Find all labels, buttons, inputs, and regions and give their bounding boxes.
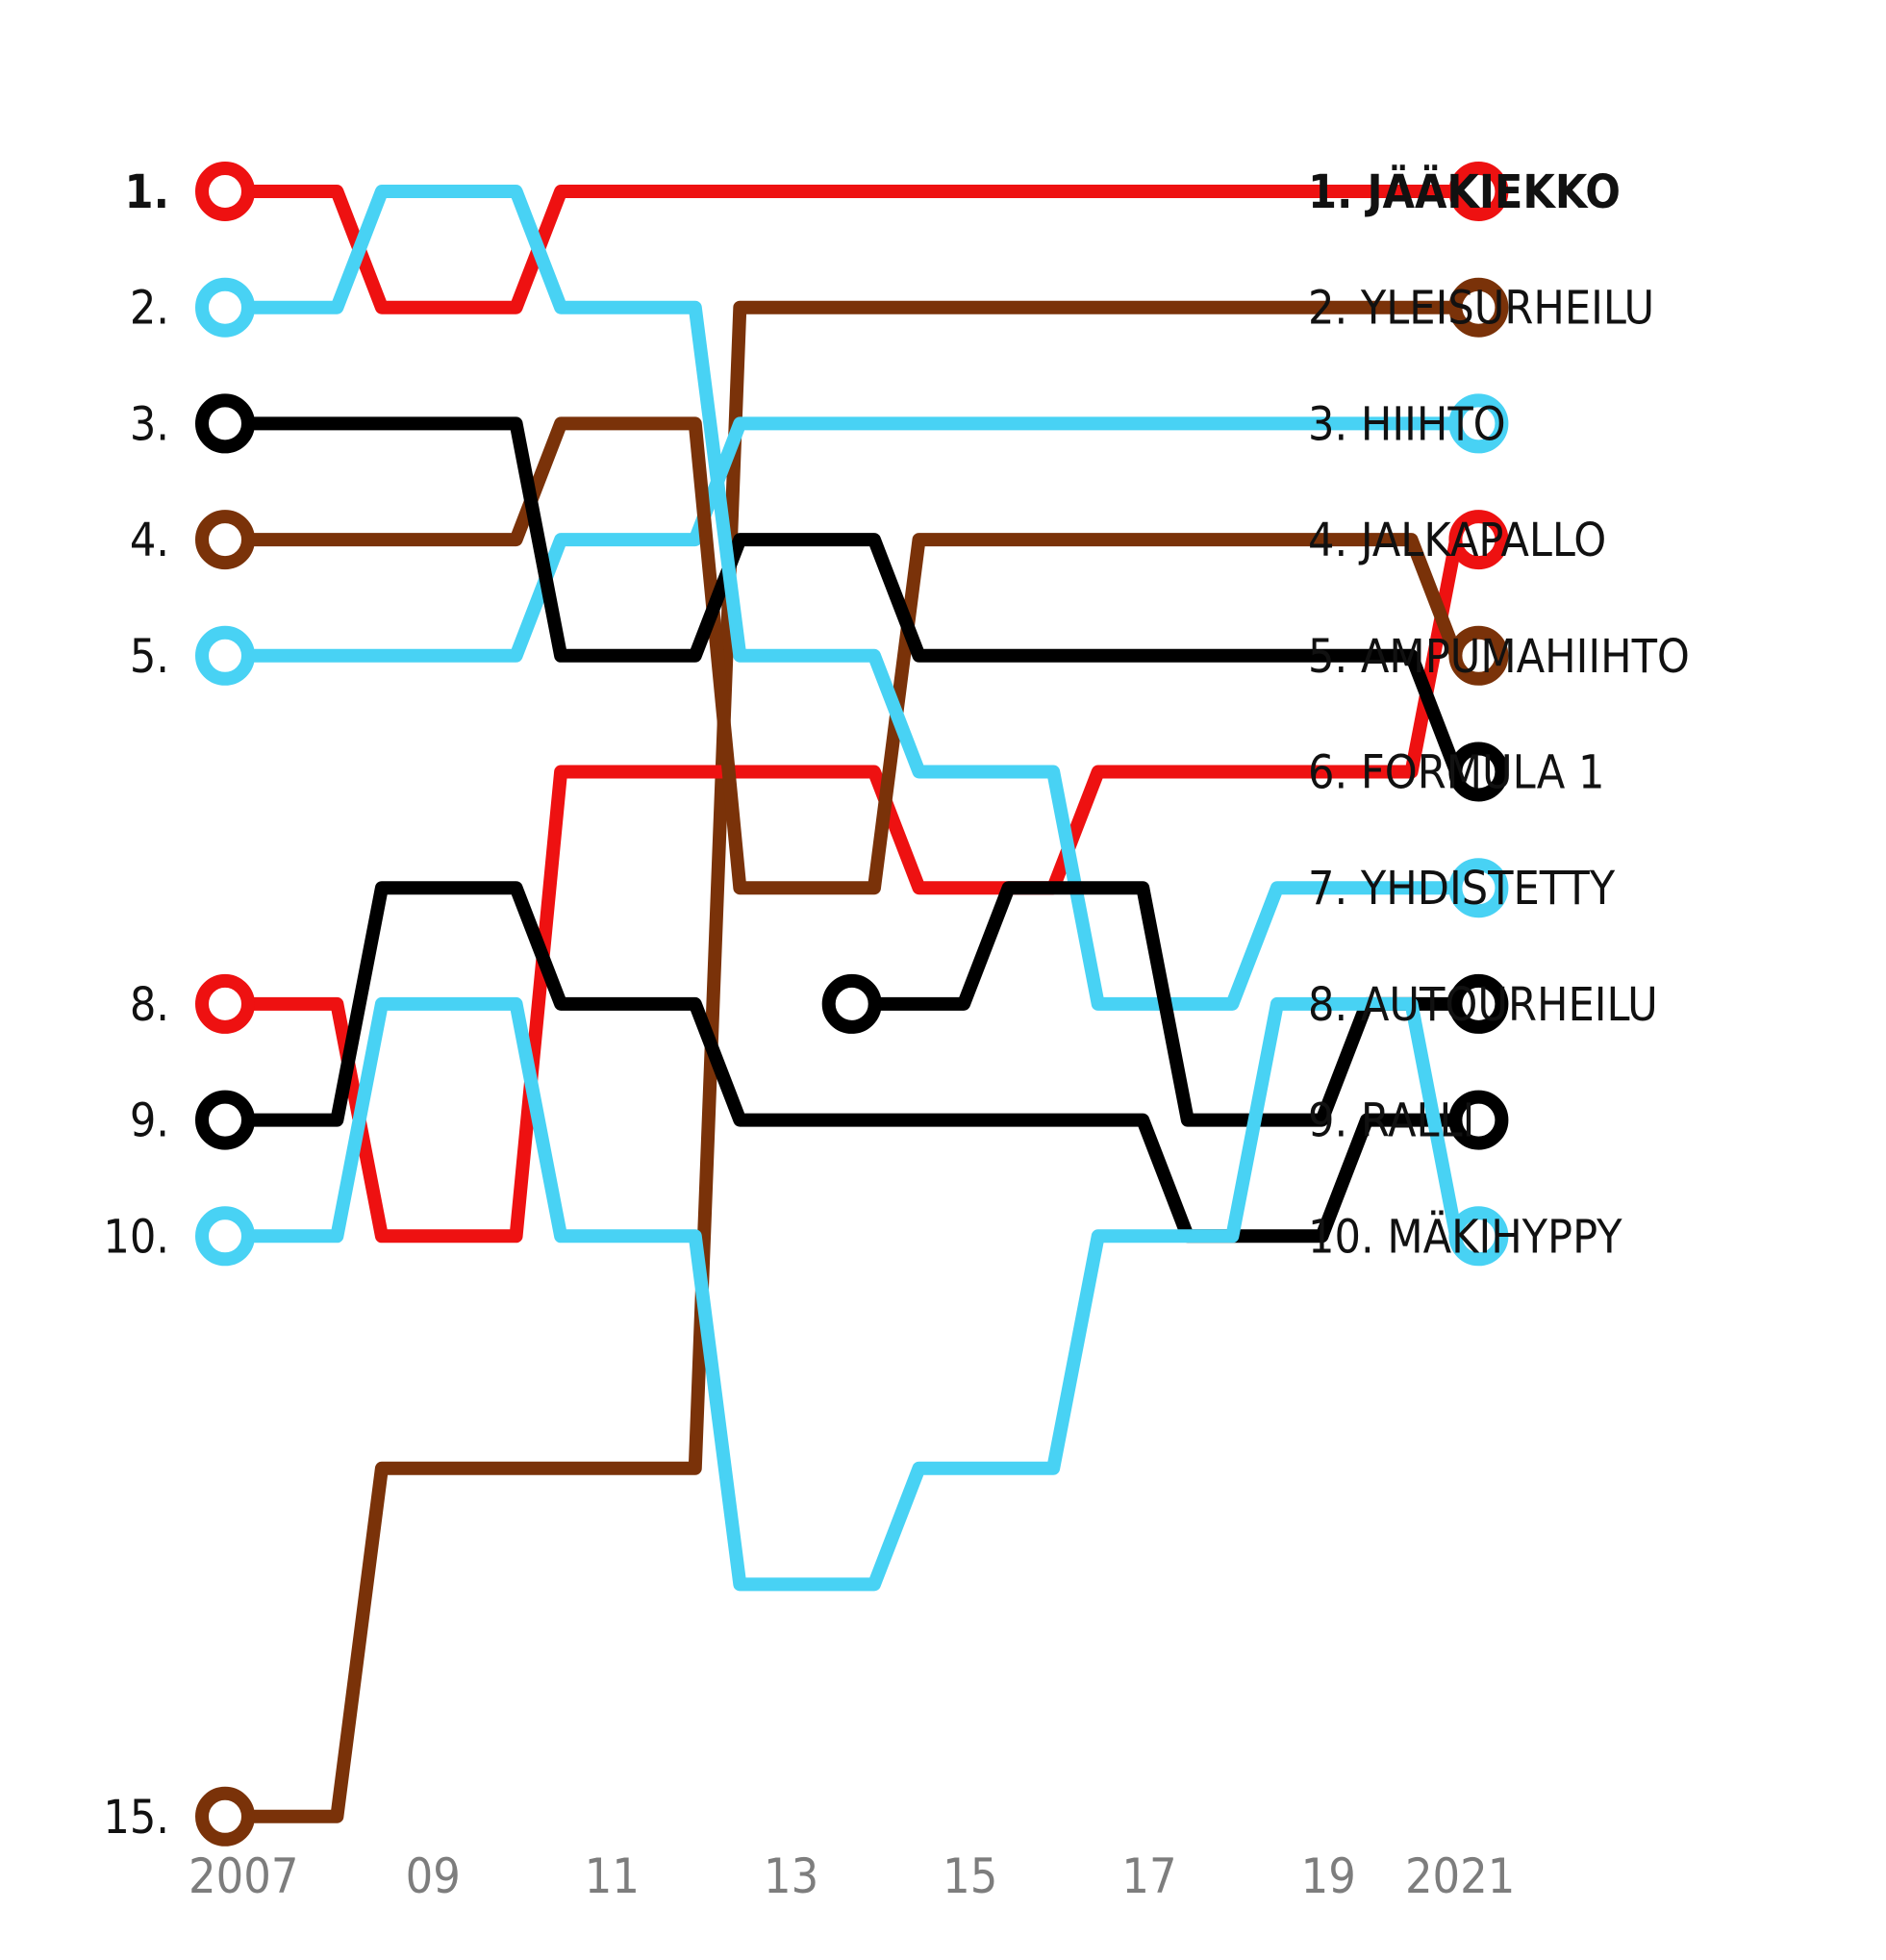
marker-start-hiihto	[195, 625, 255, 686]
x-tick-label-19: 19	[1301, 1848, 1356, 1904]
x-tick-label-11: 11	[585, 1848, 640, 1904]
x-tick-label-15: 15	[943, 1848, 997, 1904]
end-label-makihyppy: 10. MÄKIHYPPY	[1308, 1210, 1622, 1264]
end-label-jaakiekko: 1. JÄÄKIEKKO	[1308, 164, 1621, 219]
rank-label-8: 8.	[130, 978, 169, 1032]
series-markers	[195, 162, 1509, 1847]
x-tick-label-2007: 2007	[189, 1848, 298, 1904]
end-label-yhdistetty: 7. YHDISTETTY	[1308, 862, 1616, 916]
end-label-ralli: 9. RALLI	[1308, 1094, 1474, 1148]
marker-end-ralli	[1448, 1090, 1509, 1150]
series-end-labels: 1. JÄÄKIEKKO 2. YLEISURHEILU 3. HIIHTO 4. J…	[1308, 164, 1690, 1264]
x-tick-label-13: 13	[764, 1848, 818, 1904]
rank-label-3: 3.	[130, 397, 169, 451]
series-line-jalkapallo	[218, 533, 1486, 1244]
marker-start-ampumahiihto	[195, 510, 255, 570]
series-line-yhdistetty	[218, 185, 1486, 1011]
marker-end-makihyppy	[1448, 1206, 1509, 1267]
rank-label-2: 2.	[130, 282, 169, 336]
marker-end-jalkapallo	[1448, 510, 1509, 570]
series-line-ampumahiihto	[218, 416, 1486, 895]
marker-start-yhdistetty	[195, 277, 255, 338]
end-label-jalkapallo: 4. JALKAPALLO	[1308, 514, 1606, 567]
marker-end-formula-1	[1448, 741, 1509, 802]
marker-start-autourheilu	[821, 973, 882, 1034]
series-lines	[218, 185, 1486, 1823]
rank-label-15: 15.	[103, 1791, 169, 1845]
rank-label-1: 1.	[125, 165, 169, 219]
marker-end-autourheilu	[1448, 973, 1509, 1034]
series-line-jaakiekko	[218, 185, 1486, 314]
marker-start-yleisurheilu	[195, 1786, 255, 1847]
end-label-autourheilu: 8. AUTOURHEILU	[1308, 978, 1658, 1032]
series-line-formula-1	[218, 416, 1486, 779]
series-line-makihyppy	[218, 996, 1486, 1592]
end-label-ampumahiihto: 5. AMPUMAHIIHTO	[1308, 630, 1690, 684]
marker-end-yhdistetty	[1448, 858, 1509, 918]
marker-start-jalkapallo	[195, 973, 255, 1034]
left-rank-labels: 1. 2. 3. 4. 5. 8. 9. 10. 15.	[103, 165, 169, 1845]
rank-label-9: 9.	[130, 1094, 169, 1148]
x-tick-label-17: 17	[1121, 1848, 1176, 1904]
rank-label-4: 4.	[130, 514, 169, 567]
end-label-formula-1: 6. FORMULA 1	[1308, 746, 1604, 800]
series-line-yleisurheilu	[218, 300, 1486, 1823]
series-line-ralli	[218, 881, 1486, 1244]
end-label-yleisurheilu: 2. YLEISURHEILU	[1308, 282, 1654, 336]
x-axis-tick-labels: 2007 09 11 13 15 17 19 2021	[189, 1848, 1515, 1904]
x-tick-label-2021: 2021	[1405, 1848, 1515, 1904]
x-tick-label-09: 09	[406, 1848, 461, 1904]
marker-start-formula-1	[195, 393, 255, 454]
marker-end-yleisurheilu	[1448, 277, 1509, 338]
rank-label-10: 10.	[103, 1210, 169, 1264]
series-line-hiihto	[218, 416, 1486, 663]
series-line-autourheilu	[844, 881, 1486, 1127]
rank-label-5: 5.	[130, 630, 169, 684]
end-label-hiihto: 3. HIIHTO	[1308, 397, 1506, 451]
marker-start-ralli	[195, 1090, 255, 1150]
marker-end-jaakiekko	[1448, 162, 1509, 221]
marker-start-makihyppy	[195, 1206, 255, 1267]
marker-end-ampumahiihto	[1448, 625, 1509, 686]
marker-start-jaakiekko	[195, 162, 255, 221]
marker-end-hiihto	[1448, 393, 1509, 454]
